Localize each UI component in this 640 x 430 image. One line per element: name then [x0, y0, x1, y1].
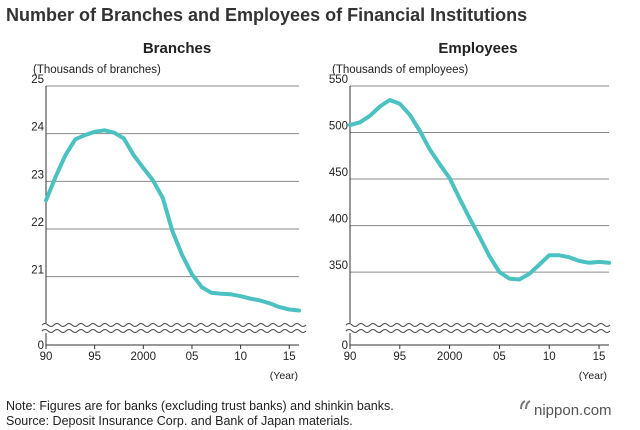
branches-axis-break: [41, 323, 307, 333]
employees-ticks: 350 400 450 500 550 090 95 2000 05 10 15: [329, 74, 606, 363]
branches-y-tick-label: 23: [31, 169, 44, 181]
branches-ticks: 21 22 23 24 25 090 95 2000 05 10 15: [31, 74, 295, 363]
quote-icon: [520, 400, 531, 410]
employees-y-tick-label: 550: [329, 74, 348, 86]
employees-series-line: [348, 98, 611, 282]
branches-x-tick-label: 05: [186, 351, 199, 363]
branches-series-line: [44, 128, 301, 313]
branches-x-axis-label: (Year): [270, 370, 298, 382]
branches-title: Branches: [143, 40, 211, 57]
branches-y-tick-label: 22: [31, 217, 44, 229]
branches-grid: [45, 85, 299, 346]
chart-source: Source: Deposit Insurance Corp. and Bank…: [6, 414, 353, 428]
branches-x-tick-label: 95: [88, 351, 101, 363]
nippon-logo: nippon.com: [520, 400, 612, 419]
employees-y-tick-label: 450: [329, 167, 348, 179]
branches-y-tick-label: 25: [31, 74, 44, 86]
branches-x-tick-label: 10: [234, 351, 247, 363]
employees-y-tick-label: 500: [329, 121, 348, 133]
branches-x-tick-label: 90: [40, 351, 53, 363]
employees-series: [348, 98, 611, 282]
employees-x-tick-label: 10: [543, 351, 556, 363]
employees-x-tick-label: 15: [593, 351, 606, 363]
employees-x-tick-label: 2000: [437, 351, 463, 363]
employees-y-zero-label: 0: [342, 340, 348, 352]
employees-y-tick-label: 350: [329, 260, 348, 272]
employees-y-tick-label: 400: [329, 214, 348, 226]
branches-y-tick-label: 24: [31, 122, 44, 134]
employees-break-mark: [345, 323, 611, 327]
branches-y-tick-label: 21: [31, 265, 44, 277]
employees-y-unit: (Thousands of employees): [332, 64, 468, 76]
branches-x-tick-label: 15: [283, 351, 296, 363]
branches-y-zero-label: 0: [38, 340, 44, 352]
employees-x-tick-label: 05: [493, 351, 506, 363]
branches-panel: Branches (Thousands of branches) 2122232…: [31, 40, 307, 382]
employees-panel: Employees (Thousands of employees) 350 40…: [329, 40, 611, 382]
employees-axis-break: [345, 323, 611, 333]
employees-title: Employees: [438, 40, 517, 57]
employees-x-tick-label: 90: [344, 351, 357, 363]
brand-name: nippon.com: [534, 402, 612, 419]
branches-break-mark: [41, 329, 307, 333]
chart-title: Number of Branches and Employees of Fina…: [6, 5, 527, 25]
employees-break-mark: [345, 329, 611, 333]
chart-note: Note: Figures are for banks (excluding t…: [6, 399, 394, 413]
branches-break-mark: [41, 323, 307, 327]
branches-x-tick-label: 2000: [131, 351, 157, 363]
employees-x-axis-label: (Year): [579, 370, 607, 382]
employees-x-tick-label: 95: [393, 351, 406, 363]
branches-series: [44, 128, 301, 313]
branches-y-unit: (Thousands of branches): [33, 64, 161, 76]
employees-grid: [349, 85, 609, 346]
